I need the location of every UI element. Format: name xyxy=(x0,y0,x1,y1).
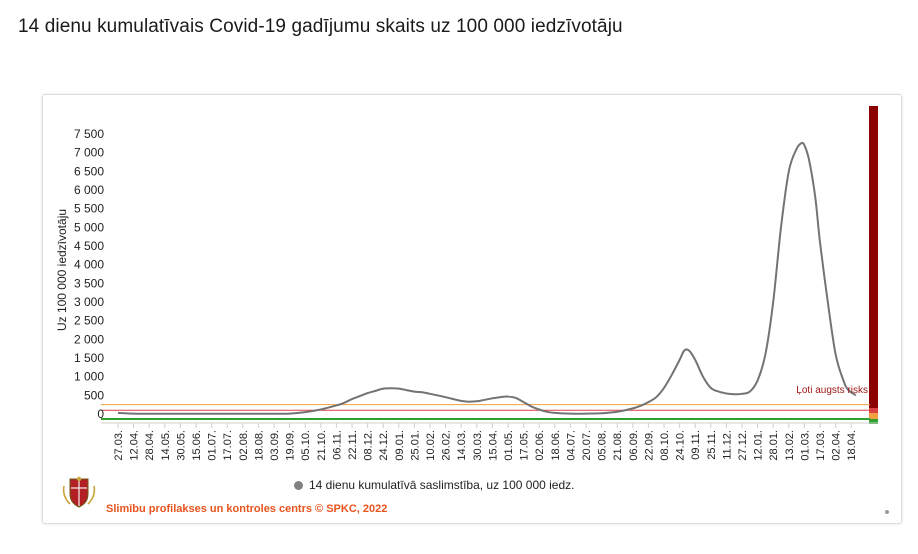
x-tick-label: 17.07. xyxy=(222,430,234,461)
x-tick-label: 25.01. xyxy=(409,430,421,461)
x-tick-label: 19.09. xyxy=(285,430,297,461)
x-tick-label: 17.03. xyxy=(815,430,827,461)
y-tick-label: 500 xyxy=(84,388,104,402)
y-tick-label: 4 500 xyxy=(74,239,104,253)
x-tick-label: 13.02. xyxy=(784,430,796,461)
y-axis-ticks: 0 500 1 000 1 500 2 000 2 500 3 000 3 500 4 000 4… xyxy=(74,127,104,421)
x-tick-label: 22.09. xyxy=(643,430,655,461)
x-tick-label: 22.11. xyxy=(347,430,359,460)
x-tick-label: 17.05. xyxy=(519,430,531,461)
x-tick-label: 14.05. xyxy=(160,430,172,461)
x-tick-label: 05.10. xyxy=(300,430,312,461)
x-tick-label: 01.07. xyxy=(207,430,219,461)
spkc-logo xyxy=(62,476,96,508)
y-tick-label: 3 000 xyxy=(74,295,104,309)
x-tick-label: 12.04. xyxy=(129,430,141,461)
x-tick-label: 01.05. xyxy=(503,430,515,461)
risk-bar-very-high xyxy=(869,106,878,408)
chart-card xyxy=(42,94,902,524)
risk-bar-medium xyxy=(869,413,878,419)
x-tick-label: 25.11. xyxy=(706,430,718,460)
y-tick-label: 2 000 xyxy=(74,332,104,346)
x-tick-label: 08.10. xyxy=(659,430,671,461)
x-axis-ticks: 27.03. 12.04. 28.04. 14.05. 30.05. 15.06. 01.0… xyxy=(113,423,858,461)
x-tick-label: 09.01. xyxy=(394,430,406,461)
risk-bar-low xyxy=(869,419,878,424)
legend-label: 14 dienu kumulatīvā saslimstība, uz 100 … xyxy=(309,478,575,492)
risk-layer xyxy=(869,106,878,424)
x-tick-label: 27.03. xyxy=(113,430,125,461)
x-tick-label: 12.01. xyxy=(753,430,765,461)
x-tick-label: 08.12. xyxy=(363,430,375,461)
x-tick-label: 02.08. xyxy=(238,430,250,461)
x-tick-label: 30.03. xyxy=(472,430,484,461)
y-tick-label: 7 500 xyxy=(74,127,104,141)
x-tick-label: 06.09. xyxy=(628,430,640,461)
threshold-layer xyxy=(101,404,870,420)
y-tick-label: 6 500 xyxy=(74,164,104,178)
x-tick-label: 10.02. xyxy=(425,430,437,461)
page-title: 14 dienu kumulatīvais Covid-19 gadījumu … xyxy=(18,16,623,37)
x-tick-label: 20.07. xyxy=(581,430,593,461)
x-tick-label: 18.04. xyxy=(846,430,858,461)
y-tick-label: 5 000 xyxy=(74,220,104,234)
y-tick-label: 7 000 xyxy=(74,146,104,160)
x-tick-label: 30.05. xyxy=(175,430,187,461)
x-tick-label: 27.12. xyxy=(737,430,749,461)
risk-bar-high xyxy=(869,408,878,413)
risk-label: Ļoti augsts risks xyxy=(796,385,868,396)
y-tick-label: 2 500 xyxy=(74,314,104,328)
y-tick-label: 1 500 xyxy=(74,351,104,365)
y-tick-label: 4 000 xyxy=(74,258,104,272)
x-tick-label: 21.08. xyxy=(612,430,624,461)
x-tick-label: 21.10. xyxy=(316,430,328,461)
legend[interactable]: 14 dienu kumulatīvā saslimstība, uz 100 … xyxy=(294,478,575,492)
x-tick-label: 11.12. xyxy=(721,430,733,460)
x-tick-label: 18.08. xyxy=(253,430,265,461)
legend-dot-icon xyxy=(294,480,303,490)
x-tick-label: 05.08. xyxy=(597,430,609,461)
y-tick-label: 5 500 xyxy=(74,202,104,216)
x-tick-label: 26.02. xyxy=(441,430,453,461)
x-tick-label: 02.04. xyxy=(831,430,843,461)
series-line xyxy=(117,141,857,415)
y-axis-label: Uz 100 000 iedzīvotāju xyxy=(55,209,69,331)
x-tick-label: 06.11. xyxy=(331,430,343,460)
x-tick-label: 15.06. xyxy=(191,430,203,461)
x-tick-label: 14.03. xyxy=(456,430,468,461)
x-tick-label: 03.09. xyxy=(269,430,281,461)
x-tick-label: 01.03. xyxy=(799,430,811,461)
x-tick-label: 09.11. xyxy=(690,430,702,460)
y-tick-label: 3 500 xyxy=(74,276,104,290)
x-tick-label: 28.04. xyxy=(144,430,156,461)
x-tick-label: 04.07. xyxy=(565,430,577,461)
y-tick-label: 1 000 xyxy=(74,370,104,384)
corner-dot xyxy=(885,510,889,514)
y-tick-label: 0 xyxy=(97,407,104,421)
footer-credit: Slimību profilakses un kontroles centrs … xyxy=(106,503,388,515)
y-tick-label: 6 000 xyxy=(74,183,104,197)
x-tick-label: 24.12. xyxy=(378,430,390,461)
x-tick-label: 15.04. xyxy=(487,430,499,461)
x-tick-label: 24.10. xyxy=(675,430,687,461)
x-tick-label: 28.01. xyxy=(768,430,780,461)
x-tick-label: 18.06. xyxy=(550,430,562,461)
x-tick-label: 02.06. xyxy=(534,430,546,461)
